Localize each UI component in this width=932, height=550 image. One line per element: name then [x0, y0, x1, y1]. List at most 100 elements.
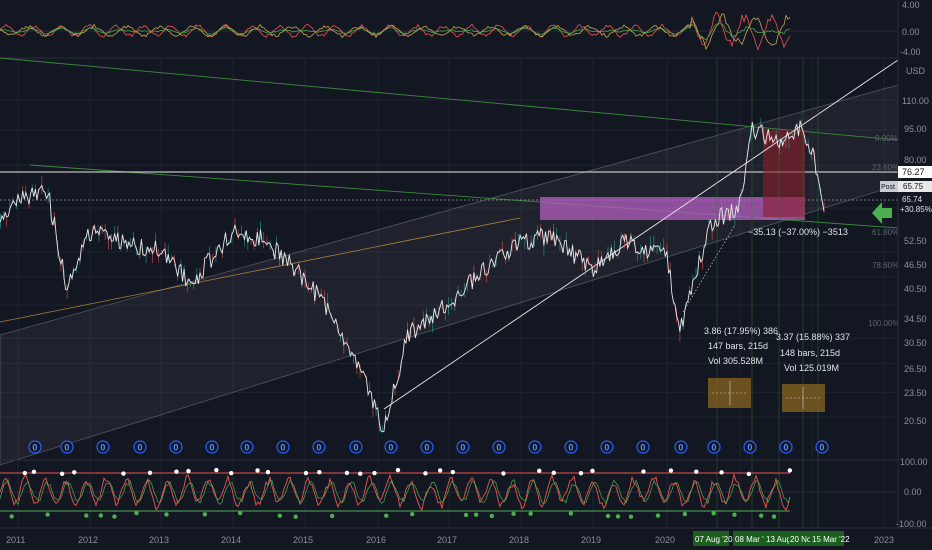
- bot-osc-line-green: [0, 478, 791, 506]
- date-tag-text: 15 Mar '22: [812, 535, 850, 544]
- osc-signal-dot: [694, 469, 699, 474]
- event-marker-label: 0: [819, 443, 824, 453]
- year-label: 2015: [293, 535, 313, 545]
- price-tick: 95.00: [904, 124, 927, 134]
- event-marker-icon[interactable]: [133, 440, 147, 454]
- event-marker-label: 0: [316, 443, 321, 453]
- year-label: 2023: [874, 535, 894, 545]
- top-osc-line-green: [0, 23, 791, 41]
- fib-label-61: 61.80%: [872, 228, 899, 237]
- date-tag-4: [789, 531, 814, 546]
- year-label: 2017: [437, 535, 457, 545]
- time-axis[interactable]: 2011 2012 2013 2014 2015 2016 2017 2018 2019 2020…: [0, 527, 932, 550]
- price-pane[interactable]: 0.00% 23.60% 61.80% 78.60% 100.00% −35.1…: [0, 57, 900, 528]
- osc-signal-dot: [358, 471, 363, 476]
- event-marker-icon[interactable]: [169, 440, 183, 454]
- osc-signal-dot: [450, 469, 456, 475]
- event-marker-label: 0: [678, 443, 683, 453]
- event-marker-icon[interactable]: [60, 440, 74, 454]
- fib-label-100: 100.00%: [868, 319, 900, 328]
- event-marker-icon[interactable]: [96, 440, 110, 454]
- green-trendline-top: [0, 57, 899, 141]
- price-tick: 80.00: [904, 155, 927, 165]
- event-marker-label: 0: [711, 443, 716, 453]
- event-marker-icon[interactable]: [28, 440, 42, 454]
- event-marker-icon[interactable]: [528, 440, 542, 454]
- osc-signal-dot: [214, 467, 219, 473]
- osc-signal-dot: [134, 510, 139, 516]
- bot-osc-tick: 0.00: [904, 487, 922, 497]
- osc-signal-dot: [590, 468, 595, 474]
- event-marker-icon[interactable]: [600, 440, 614, 454]
- event-marker-label: 0: [532, 443, 537, 453]
- bot-osc-tick: -100.00: [896, 519, 927, 529]
- osc-signal-dot: [568, 511, 574, 516]
- osc-signal-dot: [277, 513, 283, 518]
- event-marker-label: 0: [568, 443, 573, 453]
- event-marker-label: 0: [137, 443, 142, 453]
- year-label: 2020: [655, 535, 675, 545]
- event-marker-label: 0: [604, 443, 609, 453]
- event-marker-label: 0: [64, 443, 69, 453]
- osc-signal-dot: [202, 512, 208, 517]
- event-marker-icon[interactable]: [349, 440, 363, 454]
- price-axis[interactable]: 4.00 0.00 -4.00 USD 110.00 95.00 80.00 7…: [880, 0, 932, 529]
- event-marker-icon[interactable]: [743, 440, 757, 454]
- fib-label-23: 23.60%: [872, 163, 899, 172]
- event-marker-icon[interactable]: [492, 440, 506, 454]
- osc-signal-dot: [31, 469, 37, 475]
- price-tick: 52.50: [904, 236, 927, 246]
- osc-signal-dot: [732, 512, 737, 517]
- osc-signal-dot: [293, 514, 298, 519]
- event-marker-icon[interactable]: [815, 440, 829, 454]
- event-marker-icon[interactable]: [779, 440, 793, 454]
- osc-signal-dot: [72, 470, 77, 475]
- event-marker-icon[interactable]: [674, 440, 688, 454]
- event-marker-icon[interactable]: [456, 440, 470, 454]
- year-label: 2012: [78, 535, 98, 545]
- last-price: 65.74: [902, 195, 923, 204]
- osc-signal-dot: [668, 468, 674, 473]
- year-label: 2019: [581, 535, 601, 545]
- post-tag: [880, 181, 898, 192]
- measure2-line1: 3.37 (15.88%) 337: [776, 332, 850, 342]
- event-marker-icon[interactable]: [420, 440, 434, 454]
- osc-signal-dot: [395, 467, 401, 473]
- post-price-text: 65.75: [903, 182, 924, 191]
- top-oscillator-pane: [0, 0, 898, 57]
- event-marker-icon[interactable]: [384, 440, 398, 454]
- last-change: +30.85%: [900, 205, 932, 214]
- event-marker-label: 0: [460, 443, 465, 453]
- event-marker-icon[interactable]: [707, 440, 721, 454]
- price-tick: 26.50: [904, 364, 927, 374]
- price-tick: 20.50: [904, 416, 927, 426]
- event-marker-icon[interactable]: [312, 440, 326, 454]
- event-marker-label: 0: [424, 443, 429, 453]
- top-osc-tick: -4.00: [900, 47, 921, 57]
- fib-label-0: 0.00%: [875, 134, 898, 143]
- year-label: 2014: [221, 535, 241, 545]
- osc-signal-dot: [112, 514, 117, 519]
- event-marker-icon[interactable]: [276, 440, 290, 454]
- event-marker-icon[interactable]: [205, 440, 219, 454]
- date-tag-3: [764, 531, 796, 546]
- osc-signal-dot: [605, 513, 611, 519]
- drawdown-zone-red: [763, 130, 805, 217]
- osc-signal-dot: [489, 513, 495, 519]
- event-marker-icon[interactable]: [636, 440, 650, 454]
- price-series-line: [0, 120, 825, 433]
- osc-signal-dot: [437, 468, 443, 473]
- event-marker-icon[interactable]: [564, 440, 578, 454]
- osc-signal-dot: [537, 468, 542, 474]
- osc-signal-dot: [758, 513, 764, 518]
- osc-signal-dot: [22, 470, 27, 476]
- arrow-left-icon[interactable]: [872, 202, 892, 224]
- post-price-tag: [898, 181, 932, 192]
- event-marker-label: 0: [32, 443, 37, 453]
- price-tick: 23.50: [904, 388, 927, 398]
- osc-signal-dot: [682, 511, 688, 517]
- measure1-line3: Vol 305.528M: [708, 356, 763, 366]
- event-marker-icon[interactable]: [240, 440, 254, 454]
- osc-signal-dot: [45, 512, 50, 517]
